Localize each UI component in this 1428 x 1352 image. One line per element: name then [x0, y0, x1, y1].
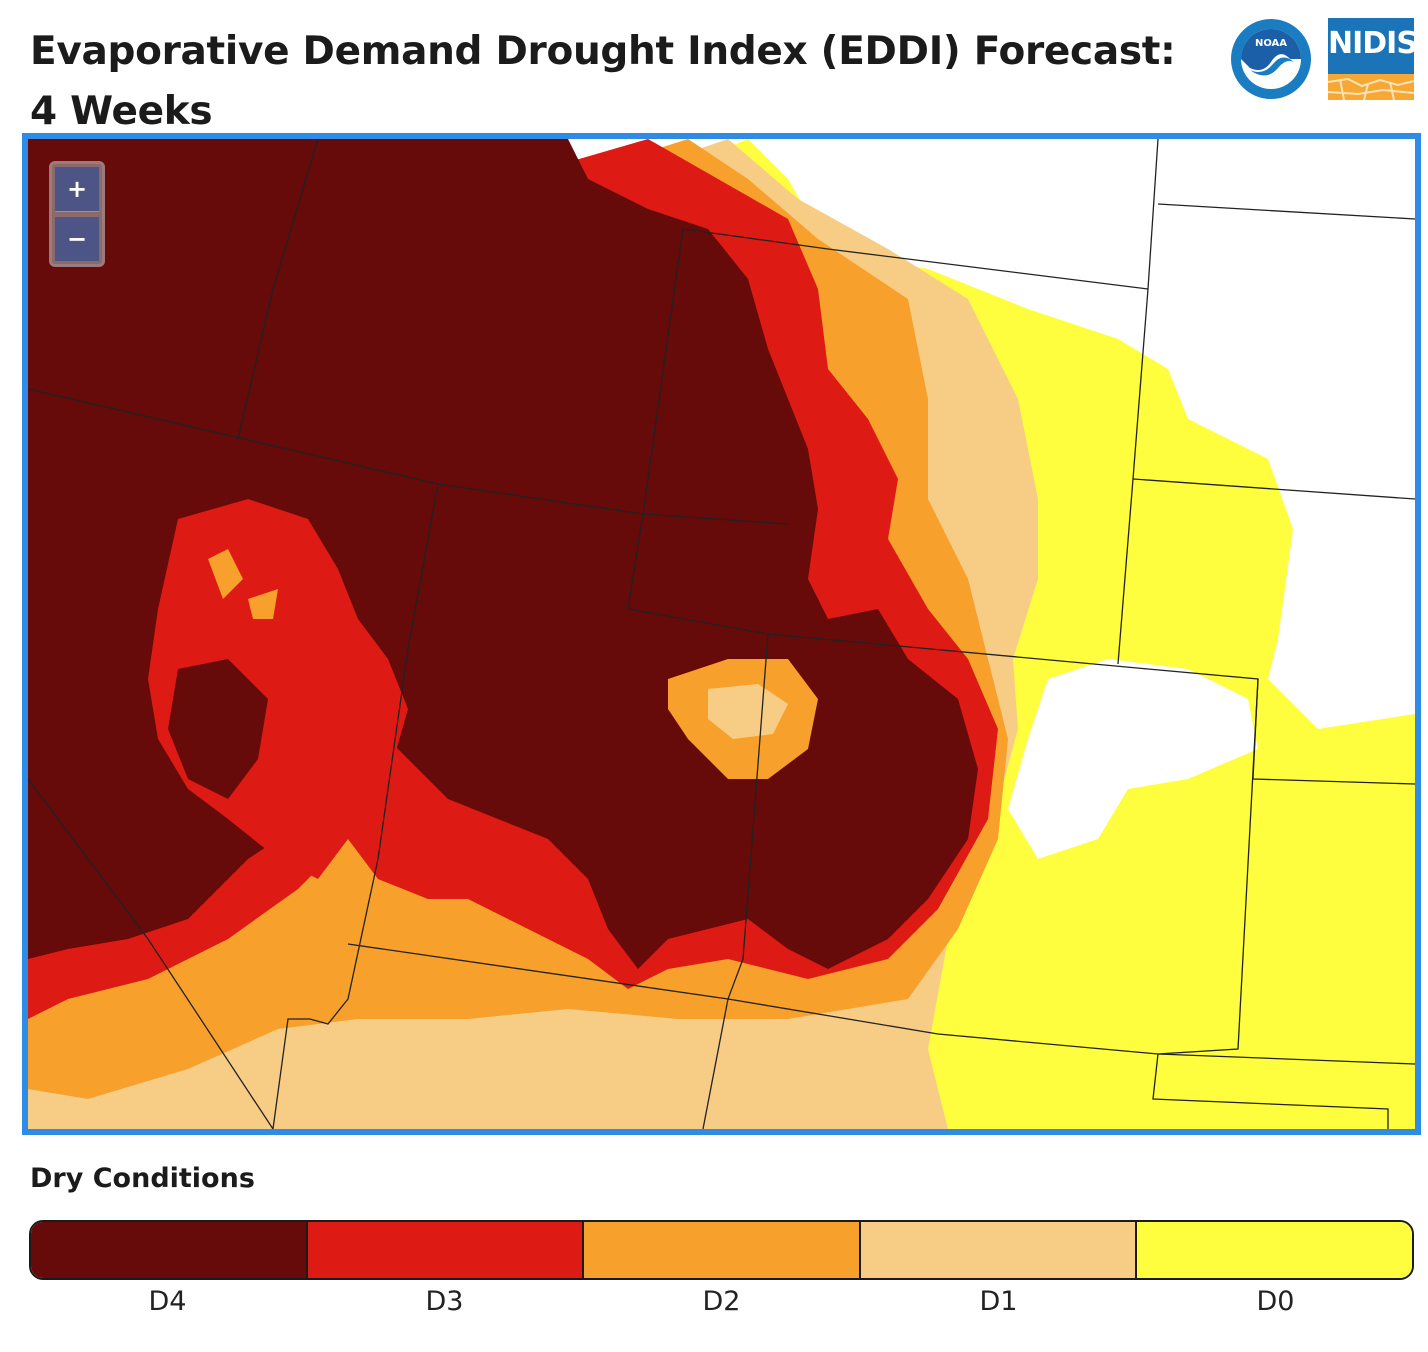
- border-line: [347, 943, 1415, 1065]
- border-line: [272, 483, 439, 1129]
- noaa-logo-text: NOAA: [1255, 38, 1287, 49]
- noaa-logo[interactable]: NOAA: [1230, 18, 1312, 100]
- border-line: [28, 778, 274, 1129]
- no-data-region-east: [1008, 659, 1258, 859]
- legend-color-bar: [29, 1220, 1414, 1280]
- legend-title: Dry Conditions: [30, 1163, 255, 1194]
- legend-swatch-d1: [860, 1222, 1138, 1278]
- state-borders: [28, 139, 1415, 1129]
- page-title: Evaporative Demand Drought Index (EDDI) …: [30, 29, 1176, 134]
- border-line: [237, 139, 319, 440]
- d1-pocket-center: [708, 684, 788, 739]
- legend-label-d4: D4: [148, 1286, 187, 1317]
- border-line: [702, 633, 769, 1129]
- nidis-logo[interactable]: NIDIS: [1328, 18, 1418, 100]
- legend-labels: D4 D3 D2 D1 D0: [29, 1286, 1414, 1317]
- legend-label-d1: D1: [979, 1286, 1018, 1317]
- nidis-logo-text: NIDIS: [1328, 26, 1418, 61]
- legend-swatch-d2: [584, 1222, 861, 1278]
- legend-swatch-d3: [307, 1222, 585, 1278]
- logo-group: NOAA NIDIS: [1230, 18, 1418, 100]
- border-line: [1132, 478, 1415, 500]
- d4-island-west: [168, 659, 268, 799]
- d2-streak-west: [208, 549, 278, 619]
- border-line: [1157, 203, 1415, 220]
- legend-swatch-d0: [1137, 1222, 1412, 1278]
- legend-swatch-d4: [31, 1222, 308, 1278]
- zoom-in-button[interactable]: +: [55, 167, 99, 212]
- zoom-out-button[interactable]: −: [55, 217, 99, 261]
- border-line: [1152, 678, 1389, 1129]
- zoom-control: + −: [49, 161, 105, 267]
- legend-label-d0: D0: [1256, 1286, 1295, 1317]
- legend-label-d3: D3: [425, 1286, 464, 1317]
- map-panel[interactable]: + −: [22, 133, 1421, 1135]
- legend-label-d2: D2: [702, 1286, 741, 1317]
- eddi-map[interactable]: [28, 139, 1415, 1129]
- border-line: [682, 139, 1159, 290]
- border-line: [28, 388, 789, 525]
